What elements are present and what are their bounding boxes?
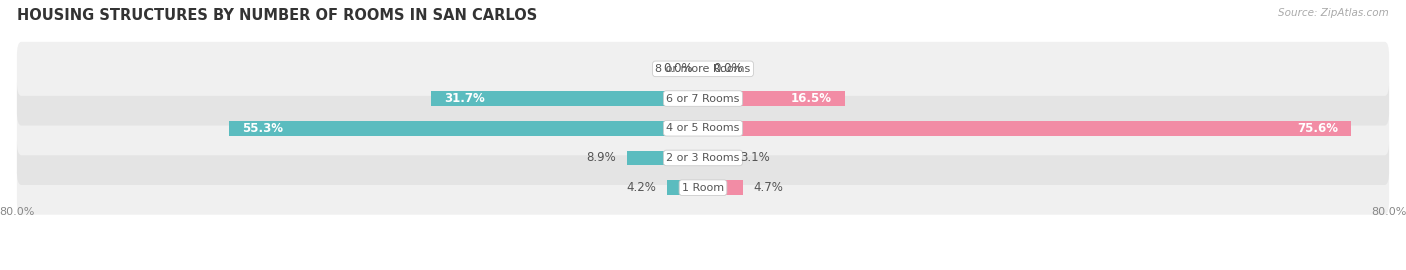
- FancyBboxPatch shape: [17, 161, 1389, 215]
- Text: 6 or 7 Rooms: 6 or 7 Rooms: [666, 93, 740, 104]
- Text: Source: ZipAtlas.com: Source: ZipAtlas.com: [1278, 8, 1389, 18]
- Text: 75.6%: 75.6%: [1298, 122, 1339, 135]
- Text: 55.3%: 55.3%: [242, 122, 283, 135]
- Text: 4 or 5 Rooms: 4 or 5 Rooms: [666, 123, 740, 133]
- Bar: [666, 180, 703, 195]
- FancyBboxPatch shape: [17, 131, 1389, 185]
- Bar: [703, 91, 845, 106]
- Text: 2 or 3 Rooms: 2 or 3 Rooms: [666, 153, 740, 163]
- Bar: [703, 121, 1351, 136]
- Text: 8 or more Rooms: 8 or more Rooms: [655, 64, 751, 74]
- Bar: [229, 121, 703, 136]
- Text: 0.0%: 0.0%: [713, 62, 742, 75]
- FancyBboxPatch shape: [17, 72, 1389, 126]
- Text: 1 Room: 1 Room: [682, 183, 724, 193]
- Text: HOUSING STRUCTURES BY NUMBER OF ROOMS IN SAN CARLOS: HOUSING STRUCTURES BY NUMBER OF ROOMS IN…: [17, 8, 537, 23]
- Bar: [703, 180, 744, 195]
- Text: 8.9%: 8.9%: [586, 151, 616, 164]
- FancyBboxPatch shape: [17, 101, 1389, 155]
- Text: 3.1%: 3.1%: [740, 151, 769, 164]
- Text: 31.7%: 31.7%: [444, 92, 485, 105]
- Bar: [703, 151, 730, 165]
- Bar: [432, 91, 703, 106]
- Text: 16.5%: 16.5%: [790, 92, 831, 105]
- FancyBboxPatch shape: [17, 42, 1389, 96]
- Text: 0.0%: 0.0%: [664, 62, 693, 75]
- Text: 4.7%: 4.7%: [754, 181, 783, 194]
- Text: 4.2%: 4.2%: [627, 181, 657, 194]
- Bar: [627, 151, 703, 165]
